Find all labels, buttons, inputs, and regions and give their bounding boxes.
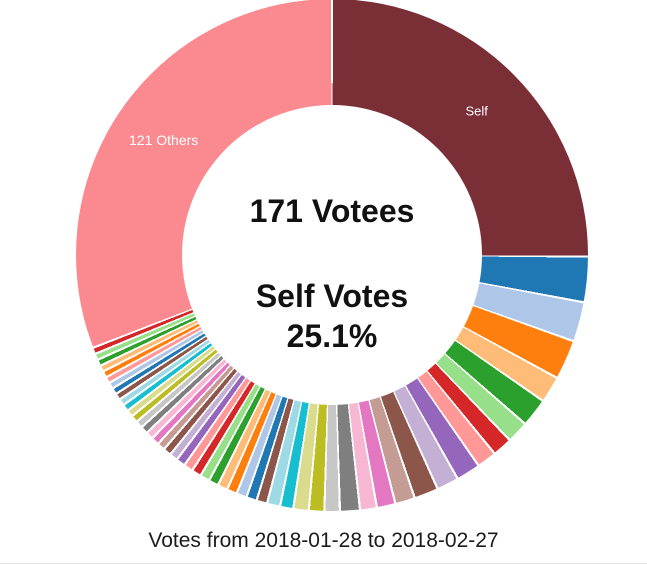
self-votes-label: Self Votes xyxy=(255,278,409,314)
bottom-divider xyxy=(0,563,647,564)
donut-hole xyxy=(182,105,482,405)
total-votees-text: 171 Votees xyxy=(249,193,415,229)
slice-label-self: Self xyxy=(465,103,488,119)
self-votes-percentage: 25.1% xyxy=(286,318,378,354)
slice-label-121-others: 121 Others xyxy=(129,131,199,148)
chart-caption: Votes from 2018-01-28 to 2018-02-27 xyxy=(148,529,499,552)
